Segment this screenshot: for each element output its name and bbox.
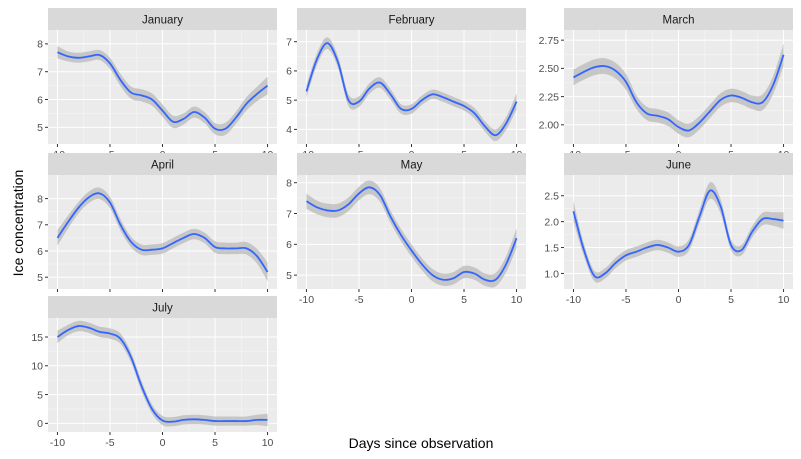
smooth-line [305, 42, 518, 137]
x-tick-label: 0 [676, 294, 682, 306]
x-tick-label: -5 [621, 294, 630, 306]
facet-strip [297, 8, 526, 30]
facet-title: May [401, 160, 423, 172]
y-tick-label: 6 [286, 239, 292, 251]
facet-title: June [666, 160, 691, 172]
x-tick-label: 5 [461, 294, 467, 306]
x-tick-label: 10 [778, 294, 790, 306]
y-tick-label: 1.5 [544, 242, 559, 254]
y-tick-label: 15 [31, 332, 43, 344]
facet-strip [48, 8, 277, 30]
x-tick-label: 10 [511, 294, 523, 306]
y-tick-label: 8 [37, 39, 43, 51]
facet-panels: January -10 -5 0 5 10 5 6 7 8 February -10 -5 0 5 10 4 5 6… [31, 8, 793, 449]
y-tick-label: 2.0 [544, 216, 559, 228]
y-tick-label: 8 [37, 193, 43, 205]
x-tick-label: -5 [105, 437, 114, 449]
y-tick-label: 2.00 [539, 120, 560, 132]
facet-panel: July -10 -5 0 5 10 0 5 10 15 [31, 296, 277, 449]
y-tick-label: 5 [37, 389, 43, 401]
y-tick-label: 5 [286, 270, 292, 282]
y-tick-label: 0 [37, 418, 43, 430]
x-tick-label: 0 [160, 437, 166, 449]
facet-panel: June -10 -5 0 5 10 1.0 1.5 2.0 2.5 [544, 153, 793, 306]
y-tick-label: 7 [37, 67, 43, 79]
y-tick-label: 7 [286, 36, 292, 48]
x-axis-title: Days since observation [349, 435, 494, 451]
x-tick-label: 10 [262, 437, 274, 449]
facet-title: January [142, 15, 183, 27]
smooth-line [573, 54, 785, 132]
y-tick-label: 2.75 [539, 35, 560, 47]
y-tick-label: 4 [286, 124, 292, 136]
facet-strip [564, 153, 793, 175]
y-axis-title: Ice concentration [10, 170, 26, 277]
facet-strip [564, 8, 793, 30]
y-tick-label: 8 [286, 178, 292, 190]
x-tick-label: -10 [566, 294, 581, 306]
x-tick-label: 5 [212, 437, 218, 449]
y-tick-label: 2.25 [539, 91, 560, 103]
facet-title: July [152, 303, 173, 315]
facet-strip [48, 296, 277, 318]
x-tick-label: -5 [354, 294, 363, 306]
facet-title: March [663, 15, 695, 27]
facet-strip [297, 153, 526, 175]
y-tick-label: 2.50 [539, 63, 560, 75]
confidence-band [573, 182, 784, 283]
facet-title: April [151, 160, 174, 172]
confidence-band [306, 37, 517, 142]
smooth-line [305, 186, 518, 283]
y-tick-label: 5 [37, 122, 43, 134]
facet-strip [48, 153, 277, 175]
smooth-line [572, 189, 784, 279]
y-tick-label: 5 [286, 95, 292, 107]
confidence-band [306, 180, 517, 288]
x-tick-label: 5 [728, 294, 734, 306]
smooth-line [57, 51, 269, 131]
y-tick-label: 10 [31, 361, 43, 373]
x-tick-label: -10 [299, 294, 314, 306]
facet-panel: February-10-505104567 [286, 8, 526, 161]
y-tick-label: 6 [286, 66, 292, 78]
x-tick-label: 0 [409, 294, 415, 306]
y-tick-label: 1.0 [544, 268, 559, 280]
facet-panel: March-10-505102.002.252.502.75 [539, 8, 793, 161]
smooth-line [56, 192, 269, 273]
confidence-band [57, 46, 268, 136]
facet-title: February [388, 15, 434, 27]
y-tick-label: 2.5 [544, 191, 559, 203]
y-tick-label: 6 [37, 246, 43, 258]
y-tick-label: 7 [37, 220, 43, 232]
y-tick-label: 6 [37, 94, 43, 106]
x-tick-label: -10 [50, 437, 65, 449]
y-tick-label: 5 [37, 272, 43, 284]
facet-panel: May -10 -5 0 5 10 5 6 7 8 [286, 153, 526, 306]
y-tick-label: 7 [286, 208, 292, 220]
smooth-line [56, 325, 268, 423]
